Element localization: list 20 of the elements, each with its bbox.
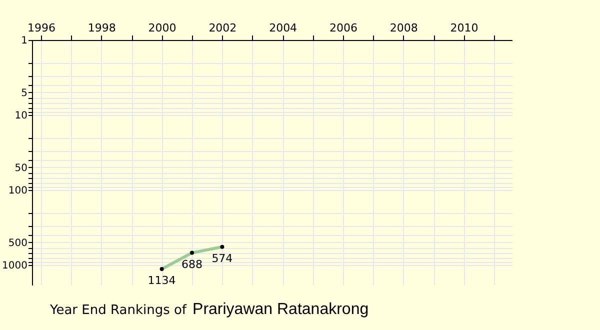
y-tick-label: 50: [14, 162, 28, 174]
x-tick-label: 2002: [208, 22, 237, 34]
x-tick-label: 2000: [148, 22, 176, 34]
x-tick-label: 1998: [88, 22, 116, 34]
x-tick-label: 2010: [450, 22, 478, 34]
y-tick-label: 1000: [2, 260, 28, 272]
data-label: 574: [212, 252, 233, 265]
x-tick-label: 2004: [269, 22, 298, 34]
x-tick-label: 2008: [390, 22, 418, 34]
text: Year End Rankings of: [50, 303, 187, 318]
x-tick-label: 2006: [329, 22, 358, 34]
data-label: 1134: [148, 274, 176, 288]
y-tick-label: 5: [21, 88, 28, 99]
text: Prariyawan Ratanakrong: [192, 301, 369, 318]
y-tick-label: 100: [8, 185, 28, 196]
x-tick-label: 1996: [28, 22, 56, 34]
y-tick-label: 10: [14, 110, 28, 122]
data-label: 688: [182, 258, 202, 271]
y-tick-label: 500: [8, 238, 28, 249]
y-tick-label: 1: [21, 36, 28, 46]
